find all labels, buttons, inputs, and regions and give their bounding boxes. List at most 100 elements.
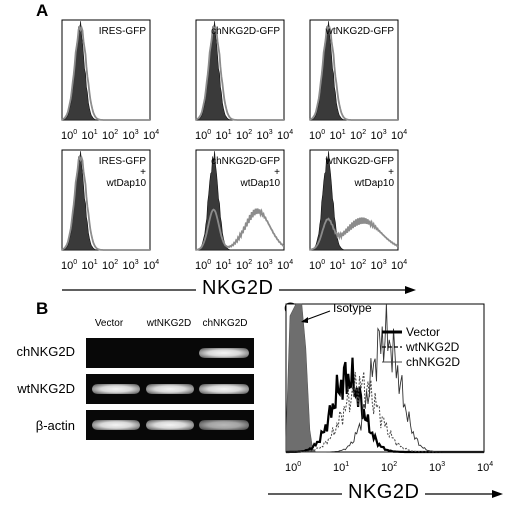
axis-tick-exponent: 1 — [342, 259, 346, 266]
axis-tick-exponent: 2 — [114, 259, 118, 266]
axis-tick-exponent: 1 — [345, 461, 349, 468]
axis-tick-exponent: 2 — [362, 259, 366, 266]
panel-b-letter: B — [36, 299, 49, 318]
axis-tick-exponent: 3 — [383, 259, 387, 266]
gel-column-label: wtNKG2D — [146, 318, 192, 329]
histogram-label: + — [140, 167, 146, 178]
histogram-label: + — [388, 167, 394, 178]
axis-tick-exponent: 3 — [135, 259, 139, 266]
axis-tick-label: 102 — [236, 259, 252, 272]
histogram-label: wtDap10 — [240, 178, 281, 189]
axis-tick-exponent: 0 — [321, 129, 325, 136]
axis-tick-label: 104 — [277, 259, 293, 272]
histogram-label: wtDap10 — [106, 178, 147, 189]
gel-strip-row-1 — [86, 338, 254, 368]
histogram-label: IRES-GFP — [99, 156, 147, 167]
axis-tick-label: 104 — [143, 259, 159, 272]
gel-band — [199, 384, 249, 394]
axis-tick-label: 103 — [371, 129, 387, 142]
nkg2d-stain-histogram — [195, 208, 285, 251]
axis-tick-exponent: 1 — [94, 259, 98, 266]
histogram-label: chNKG2D-GFP — [211, 156, 280, 167]
axis-tick-exponent: 3 — [269, 259, 273, 266]
axis-tick-label: 102 — [350, 259, 366, 272]
axis-tick-label: 103 — [257, 129, 273, 142]
nkg2d-stain-histogram — [309, 217, 399, 251]
axis-tick-label: 103 — [429, 461, 445, 474]
axis-tick-label: 101 — [330, 129, 346, 142]
axis-tick-exponent: 3 — [383, 129, 387, 136]
nkg2d-stain-histogram — [61, 24, 150, 121]
gel-row-label: wtNKG2D — [17, 381, 75, 396]
axis-tick-exponent: 1 — [342, 129, 346, 136]
axis-tick-label: 103 — [123, 129, 139, 142]
axis-tick-label: 104 — [391, 129, 407, 142]
panel-c-frame — [285, 303, 485, 453]
histogram-label: wtDap10 — [354, 178, 395, 189]
axis-tick-label: 101 — [82, 259, 98, 272]
axis-tick-exponent: 3 — [441, 461, 445, 468]
axis-tick-exponent: 2 — [114, 129, 118, 136]
gel-column-label: Vector — [94, 318, 124, 329]
nkg2d-stain-histogram — [195, 24, 284, 121]
axis-tick-label: 102 — [236, 129, 252, 142]
axis-tick-label: 101 — [216, 259, 232, 272]
axis-tick-exponent: 4 — [289, 129, 293, 136]
axis-tick-exponent: 2 — [248, 129, 252, 136]
axis-tick-label: 103 — [257, 259, 273, 272]
histogram-label: wtNKG2D-GFP — [325, 26, 395, 37]
gel-band — [146, 384, 194, 394]
axis-tick-label: 103 — [371, 259, 387, 272]
histogram-label: IRES-GFP — [99, 26, 147, 37]
axis-tick-label: 104 — [391, 259, 407, 272]
panel-a-letter: A — [36, 1, 49, 20]
axis-tick-label: 102 — [102, 259, 118, 272]
legend-entry: chNKG2D — [406, 355, 460, 369]
axis-tick-exponent: 0 — [73, 259, 77, 266]
axis-tick-exponent: 2 — [362, 129, 366, 136]
axis-tick-label: 100 — [309, 259, 325, 272]
axis-tick-exponent: 4 — [155, 259, 159, 266]
gel-column-label: chNKG2D — [202, 318, 248, 329]
axis-tick-label: 100 — [309, 129, 325, 142]
axis-tick-exponent: 4 — [289, 259, 293, 266]
panel-a-xlabel: NKG2D — [196, 277, 280, 300]
histogram-label: wtNKG2D-GFP — [325, 156, 395, 167]
legend-entry: Vector — [406, 325, 440, 339]
legend-entry: wtNKG2D — [405, 340, 460, 354]
axis-tick-exponent: 2 — [248, 259, 252, 266]
axis-tick-label: 102 — [350, 129, 366, 142]
nkg2d-stain-histogram — [309, 24, 398, 121]
axis-tick-label: 102 — [102, 129, 118, 142]
axis-tick-exponent: 4 — [489, 461, 493, 468]
axis-tick-label: 102 — [381, 461, 397, 474]
histogram-label: chNKG2D-GFP — [211, 26, 280, 37]
gel-band — [199, 348, 249, 358]
axis-tick-exponent: 3 — [269, 129, 273, 136]
axis-tick-label: 103 — [123, 259, 139, 272]
axis-tick-label: 100 — [61, 129, 77, 142]
axis-tick-exponent: 0 — [297, 461, 301, 468]
axis-tick-exponent: 0 — [207, 129, 211, 136]
axis-tick-label: 100 — [195, 259, 211, 272]
axis-tick-exponent: 3 — [135, 129, 139, 136]
nkg2d-stain-histogram — [61, 154, 150, 251]
isotype-annotation: Isotype — [333, 301, 372, 315]
axis-tick-exponent: 2 — [393, 461, 397, 468]
axis-tick-exponent: 0 — [321, 259, 325, 266]
axis-tick-label: 101 — [216, 129, 232, 142]
gel-band — [92, 420, 140, 430]
axis-tick-exponent: 1 — [94, 129, 98, 136]
axis-tick-exponent: 0 — [73, 129, 77, 136]
axis-tick-label: 101 — [82, 129, 98, 142]
chnkg2d-series-line — [286, 303, 484, 453]
isotype-pointer-head — [301, 317, 308, 323]
gel-band — [92, 384, 140, 394]
axis-tick-label: 100 — [61, 259, 77, 272]
axis-tick-label: 100 — [195, 129, 211, 142]
axis-tick-exponent: 1 — [228, 129, 232, 136]
gel-strip-row-2 — [86, 374, 254, 404]
axis-tick-exponent: 0 — [207, 259, 211, 266]
gel-band — [199, 420, 249, 430]
